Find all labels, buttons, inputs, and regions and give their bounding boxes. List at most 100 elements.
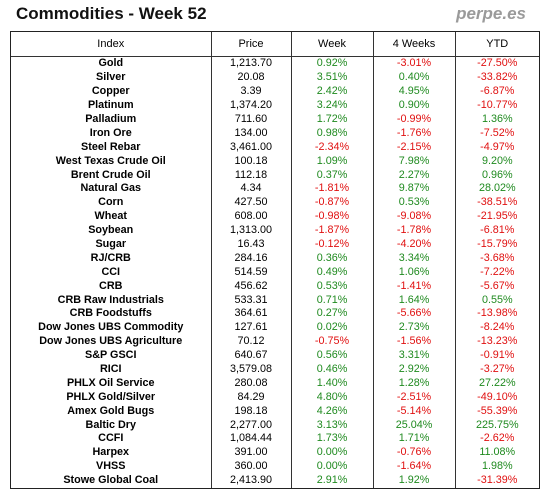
table-row: Dow Jones UBS Commodity 127.61 0.02% 2.73% -… [11,320,539,335]
week-change-cell: 0.71% [291,293,374,308]
table-row: CRB Foodstuffs 364.61 0.27% -5.66% -13.98% [11,307,539,321]
ytd-change-cell: -0.91% [480,349,515,362]
ytd-change-cell: 1.36% [481,113,513,125]
ytd-change-cell: -13.98% [477,307,518,320]
week-change-cell: 0.56% [291,348,374,363]
table-row: CCI 514.59 0.49% 1.06% -7.22% [11,265,539,280]
table-row: CCFI 1,084.44 1.73% 1.71% -2.62% [11,432,539,446]
price-cell: 427.50 [211,195,292,210]
table-row: Sugar 16.43 -0.12% -4.20% -15.79% [11,237,539,252]
table-row: RICI 3,579.08 0.46% 2.92% -3.27% [11,362,539,377]
week-change-cell: 0.37% [291,168,374,183]
week-change-cell: 1.40% [291,376,374,391]
four-week-change-cell: 2.27% [373,168,456,183]
price-cell: 284.16 [211,251,292,266]
ytd-change-cell: -27.50% [477,57,518,70]
index-cell: Brent Crude Oil [11,168,212,183]
price-cell: 640.67 [211,348,292,363]
four-week-change-cell: 0.53% [373,195,456,210]
table-row: Platinum 1,374.20 3.24% 0.90% -10.77% [11,98,539,113]
ytd-change-cell: -10.77% [477,99,518,112]
price-cell: 127.61 [211,320,292,335]
ytd-change-cell: 11.08% [479,446,516,459]
column-header-4-weeks: 4 Weeks [373,32,456,57]
table-row: S&P GSCI 640.67 0.56% 3.31% -0.91% [11,348,539,363]
index-cell: Amex Gold Bugs [11,404,212,419]
week-change-cell: 0.27% [291,307,374,321]
ytd-change-cell: -5.67% [480,279,515,292]
ytd-change-cell: -15.79% [477,238,518,251]
ytd-change-cell: 9.20% [481,154,513,167]
index-cell: PHLX Gold/Silver [11,390,212,405]
price-cell: 1,313.00 [211,223,292,238]
price-cell: 391.00 [211,445,292,460]
week-change-cell: 3.24% [291,98,374,113]
index-cell: West Texas Crude Oil [11,154,212,169]
price-cell: 1,084.44 [211,432,292,446]
week-change-cell: 1.72% [291,112,374,127]
four-week-change-cell: -1.41% [373,279,456,294]
table-header-row: Index Price Week 4 Weeks YTD [11,32,539,57]
four-week-change-cell: 1.92% [373,473,456,488]
index-cell: CRB Raw Industrials [11,293,212,308]
ytd-change-cell: -7.52% [480,126,515,139]
ytd-change-cell: -2.62% [480,432,515,445]
commodities-table-container: Index Price Week 4 Weeks YTD Gold 1,213.7… [10,31,540,489]
week-change-cell: 3.13% [291,418,374,433]
table-row: Silver 20.08 3.51% 0.40% -33.82% [11,70,539,85]
ytd-change-cell: -31.39% [477,474,518,487]
price-cell: 2,413.90 [211,473,292,488]
index-cell: Sugar [11,237,212,252]
table-body: Gold 1,213.70 0.92% -3.01% -27.50% Silver 20.0… [11,56,539,488]
price-cell: 533.31 [211,293,292,308]
ytd-change-cell: 0.96% [481,168,513,181]
price-cell: 364.61 [211,307,292,321]
index-cell: PHLX Oil Service [11,376,212,391]
four-week-change-cell: -0.99% [373,112,456,127]
index-cell: Dow Jones UBS Commodity [11,320,212,335]
week-change-cell: 0.49% [291,265,374,280]
week-change-cell: 0.02% [291,320,374,335]
four-week-change-cell: 1.71% [373,432,456,446]
price-cell: 134.00 [211,126,292,141]
index-cell: S&P GSCI [11,348,212,363]
four-week-change-cell: -0.76% [373,445,456,460]
four-week-change-cell: 1.64% [373,293,456,308]
week-change-cell: 3.51% [291,70,374,85]
table-row: Corn 427.50 -0.87% 0.53% -38.51% [11,195,539,210]
table-row: West Texas Crude Oil 100.18 1.09% 7.98% 9.20… [11,154,539,169]
price-cell: 4.34 [211,182,292,196]
table-row: Wheat 608.00 -0.98% -9.08% -21.95% [11,209,539,224]
index-cell: Palladium [11,112,212,127]
week-change-cell: 0.53% [291,279,374,294]
index-cell: CRB Foodstuffs [11,307,212,321]
index-cell: Platinum [11,98,212,113]
ytd-change-cell: -6.87% [480,85,515,98]
four-week-change-cell: 2.73% [373,320,456,335]
four-week-change-cell: 4.95% [373,84,456,99]
four-week-change-cell: 3.34% [373,251,456,266]
index-cell: Stowe Global Coal [11,473,212,488]
four-week-change-cell: -3.01% [373,56,456,71]
week-change-cell: -0.75% [291,334,374,349]
table-row: Stowe Global Coal 2,413.90 2.91% 1.92% -31.3… [11,473,539,488]
table-row: Baltic Dry 2,277.00 3.13% 25.04% 225.75% [11,418,539,433]
week-change-cell: -1.87% [291,223,374,238]
price-cell: 2,277.00 [211,418,292,433]
ytd-change-cell: -4.97% [480,140,515,153]
table-row: Amex Gold Bugs 198.18 4.26% -5.14% -55.39% [11,404,539,419]
column-header-price: Price [211,32,292,57]
table-row: Dow Jones UBS Agriculture 70.12 -0.75% -1.5… [11,334,539,349]
price-cell: 1,213.70 [211,56,292,71]
week-change-cell: 1.73% [291,432,374,446]
table-row: CRB 456.62 0.53% -1.41% -5.67% [11,279,539,294]
table-row: Copper 3.39 2.42% 4.95% -6.87% [11,84,539,99]
price-cell: 3,579.08 [211,362,292,377]
week-change-cell: -0.12% [291,237,374,252]
index-cell: Corn [11,195,212,210]
ytd-change-cell: -3.27% [480,363,515,376]
index-cell: Soybean [11,223,212,238]
index-cell: Harpex [11,445,212,460]
table-row: RJ/CRB 284.16 0.36% 3.34% -3.68% [11,251,539,266]
column-header-index: Index [11,32,212,57]
